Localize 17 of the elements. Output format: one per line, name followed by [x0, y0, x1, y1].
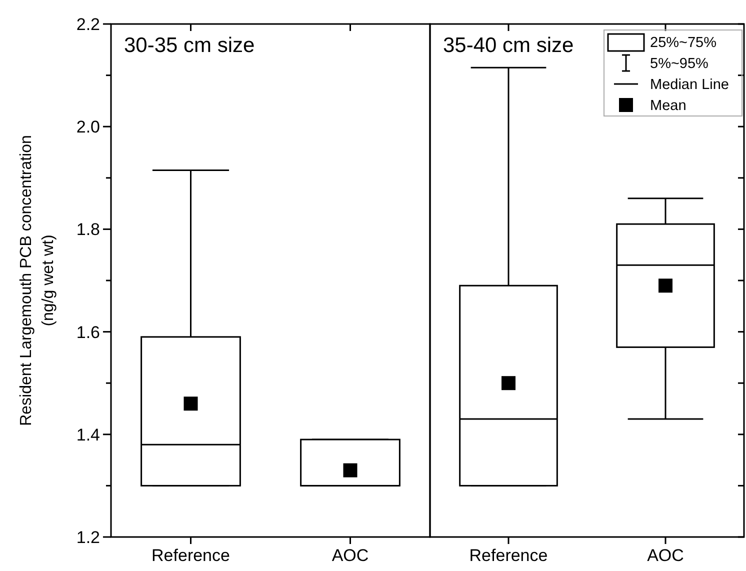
annotation: 25%~75%: [650, 35, 717, 52]
y-tick-label: 1.6: [76, 322, 100, 342]
annotation: 5%~95%: [650, 56, 709, 72]
y-tick-label: 1.8: [76, 220, 100, 240]
y-tick-label: 1.2: [76, 528, 100, 547]
x-tick-label: AOC: [647, 546, 684, 565]
y-tick-label: 2.0: [76, 118, 100, 137]
text: 35-40 cm size: [443, 34, 574, 57]
y-tick-label: 1.4: [76, 425, 100, 444]
y-axis-title: Resident Largemouth PCB concentration (ng/g wet wt): [18, 135, 57, 426]
text: 30-35 cm size: [124, 34, 255, 57]
x-tick-label: Reference: [469, 546, 548, 565]
x-tick-label: AOC: [332, 546, 369, 565]
x-tick-label: Reference: [152, 546, 230, 565]
y-tick-label: 2.2: [76, 14, 100, 34]
annotation: Mean: [650, 98, 686, 114]
annotation: Median Line: [650, 77, 729, 94]
